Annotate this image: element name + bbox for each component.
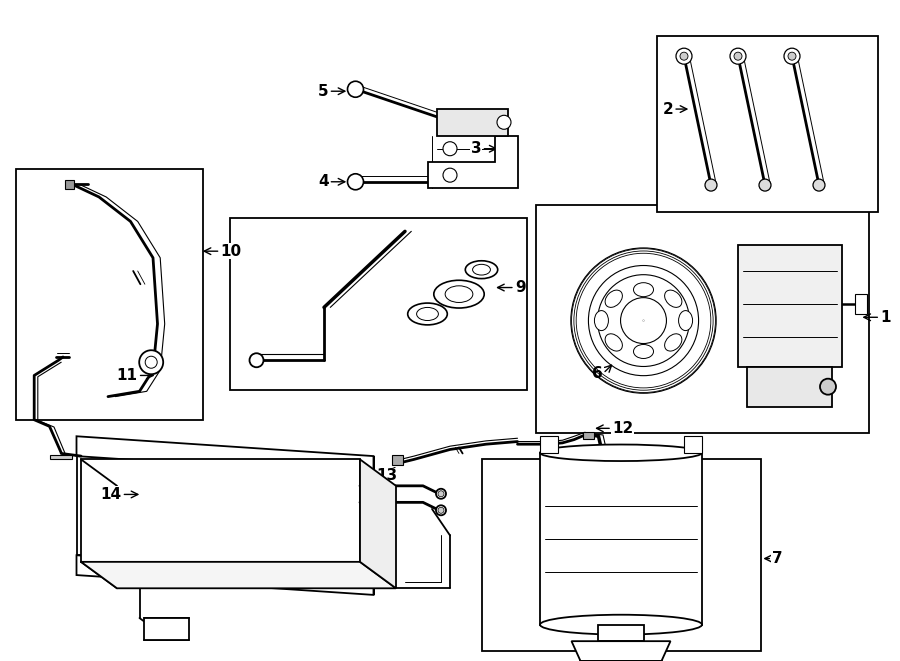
Polygon shape — [144, 618, 189, 640]
Ellipse shape — [408, 303, 447, 325]
Text: 6: 6 — [592, 366, 603, 381]
Polygon shape — [747, 367, 833, 407]
Polygon shape — [76, 436, 373, 476]
Circle shape — [436, 488, 446, 499]
Circle shape — [730, 48, 746, 64]
Text: 10: 10 — [220, 244, 241, 258]
Circle shape — [249, 353, 264, 368]
Circle shape — [788, 52, 796, 60]
Circle shape — [347, 81, 364, 97]
Bar — [16, 169, 202, 420]
Polygon shape — [360, 459, 396, 588]
Ellipse shape — [679, 311, 693, 330]
Polygon shape — [65, 180, 74, 189]
Text: 2: 2 — [662, 102, 673, 116]
Polygon shape — [855, 294, 867, 314]
Text: 3: 3 — [471, 141, 482, 156]
Text: 5: 5 — [318, 84, 328, 98]
Ellipse shape — [446, 286, 472, 303]
Ellipse shape — [434, 280, 484, 308]
Circle shape — [813, 179, 825, 191]
Circle shape — [705, 179, 717, 191]
Ellipse shape — [465, 260, 498, 279]
Text: 4: 4 — [318, 175, 328, 189]
Text: 13: 13 — [376, 469, 398, 483]
Circle shape — [347, 174, 364, 190]
Ellipse shape — [605, 334, 623, 351]
Bar — [230, 218, 526, 390]
Circle shape — [443, 168, 457, 182]
Circle shape — [140, 350, 163, 374]
Bar — [482, 459, 760, 651]
Polygon shape — [81, 562, 396, 588]
Text: 12: 12 — [612, 421, 634, 436]
Circle shape — [820, 379, 836, 395]
Polygon shape — [598, 625, 644, 641]
Bar — [657, 36, 878, 212]
Circle shape — [497, 115, 511, 130]
Polygon shape — [540, 453, 702, 625]
Ellipse shape — [540, 444, 702, 461]
Text: 1: 1 — [880, 310, 891, 325]
Circle shape — [759, 179, 771, 191]
Ellipse shape — [417, 307, 438, 321]
Polygon shape — [428, 136, 518, 188]
Circle shape — [438, 507, 444, 514]
Ellipse shape — [594, 311, 608, 330]
Ellipse shape — [605, 290, 623, 307]
Circle shape — [680, 52, 688, 60]
Circle shape — [438, 490, 444, 497]
Ellipse shape — [634, 344, 653, 358]
Circle shape — [734, 52, 742, 60]
Circle shape — [676, 48, 692, 64]
Polygon shape — [76, 456, 122, 555]
Text: 7: 7 — [772, 551, 783, 566]
Ellipse shape — [634, 283, 653, 297]
Ellipse shape — [664, 334, 682, 351]
Polygon shape — [583, 432, 594, 439]
Circle shape — [784, 48, 800, 64]
Text: 14: 14 — [101, 487, 122, 502]
Circle shape — [145, 356, 158, 368]
Polygon shape — [684, 436, 702, 453]
Polygon shape — [392, 455, 403, 465]
Bar — [536, 205, 868, 433]
Text: 8: 8 — [538, 609, 549, 623]
Polygon shape — [572, 641, 670, 661]
Polygon shape — [436, 109, 508, 136]
Ellipse shape — [664, 290, 682, 307]
Polygon shape — [50, 455, 72, 459]
Polygon shape — [76, 555, 373, 595]
Polygon shape — [540, 436, 558, 453]
Text: 11: 11 — [117, 368, 138, 383]
Text: 9: 9 — [515, 280, 526, 295]
Ellipse shape — [540, 615, 702, 635]
Ellipse shape — [472, 264, 490, 275]
Polygon shape — [81, 459, 360, 562]
Circle shape — [443, 141, 457, 156]
Circle shape — [436, 505, 446, 516]
Polygon shape — [738, 245, 842, 367]
